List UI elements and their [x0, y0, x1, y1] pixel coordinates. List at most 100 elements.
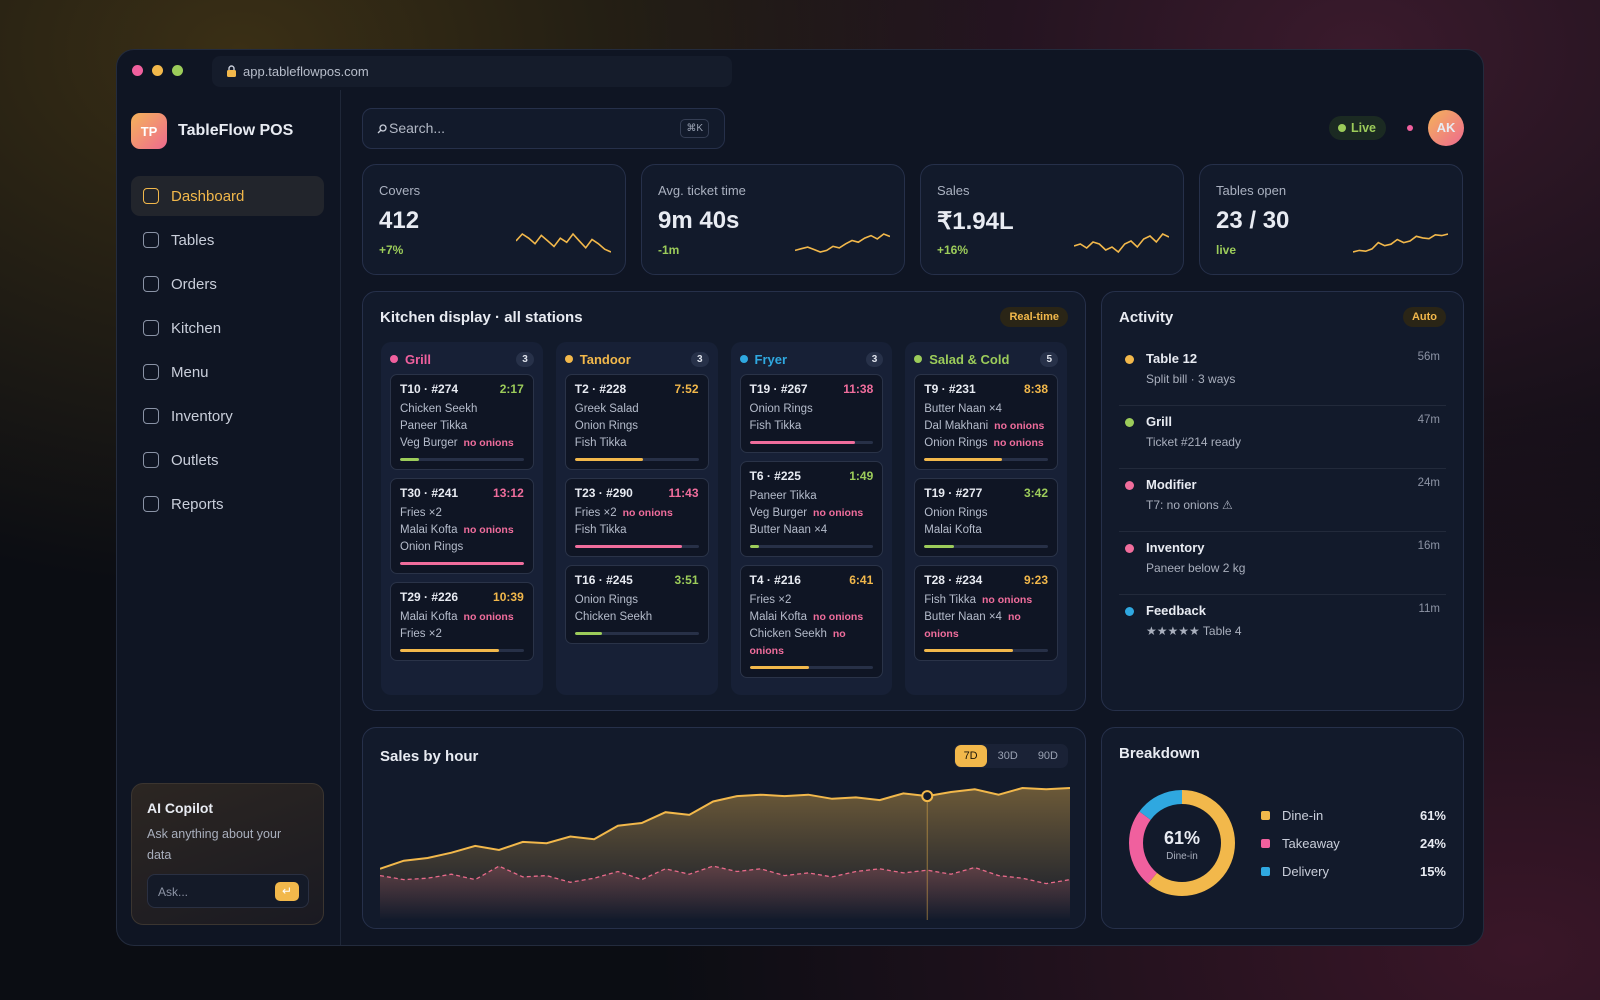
kitchen-title: Kitchen display · all stations: [380, 309, 583, 326]
ticket-header: T16 · #245 3:51: [575, 573, 699, 587]
sales-area: [380, 866, 1070, 920]
item-name: Malai Kofta: [400, 611, 458, 623]
nav-item[interactable]: Kitchen: [131, 308, 324, 348]
ticket-id: T2 · #228: [574, 382, 627, 396]
ticket-header: T10 · #274 2:17: [400, 382, 524, 396]
ticket[interactable]: T6 · #225 1:49 Paneer Tikka Veg Burger no on…: [739, 461, 884, 557]
ticket-item: Paneer Tikka: [400, 418, 524, 435]
ticket-item: Onion Rings: [924, 505, 1048, 522]
nav-item[interactable]: Dashboard: [131, 176, 324, 216]
ticket-id: T4 · #216: [749, 573, 801, 587]
ticket[interactable]: T10 · #274 2:17 Chicken Seekh Paneer Tikka V…: [390, 374, 534, 470]
item-name: Fries ×2: [749, 594, 792, 606]
ticket-item: Malai Kofta no onions: [400, 609, 524, 626]
range-button[interactable]: 30D: [997, 750, 1018, 762]
window-zoom[interactable]: [172, 65, 183, 76]
copilot-send[interactable]: ↵: [275, 882, 299, 901]
progress-track: [574, 545, 699, 548]
ticket[interactable]: T4 · #216 6:41 Fries ×2 Malai Kofta no onion…: [739, 565, 884, 678]
nav-item[interactable]: Menu: [131, 352, 324, 392]
ticket-item: Onion Rings: [575, 592, 699, 609]
nav-item[interactable]: Tables: [131, 220, 324, 260]
activity-dot: [1125, 544, 1134, 553]
sparkline: [1353, 233, 1448, 253]
item-name: Onion Rings: [574, 594, 639, 606]
activity-dot: [1125, 607, 1134, 616]
logo: TP: [131, 113, 167, 149]
progress-track: [400, 562, 524, 565]
copilot-input[interactable]: Ask... ↵: [147, 874, 309, 908]
sales-panel: Sales by hour 7D 30D 90D: [362, 727, 1086, 929]
legend-value: 15%: [1419, 864, 1446, 879]
ticket-item: Dal Makhani no onions: [924, 418, 1048, 435]
legend-name: Takeaway: [1282, 836, 1340, 851]
sales-title: Sales by hour: [380, 748, 479, 765]
station-name: Grill: [405, 351, 432, 367]
ticket-id: T29 · #226: [400, 590, 459, 604]
ticket-item: Fries ×2 no onions: [575, 505, 699, 522]
station-dot: [914, 355, 923, 363]
activity-time: 24m: [1417, 477, 1440, 489]
activity-dot: [1125, 355, 1134, 364]
ticket[interactable]: T16 · #245 3:51 Onion Rings Chicken Seekh: [564, 565, 709, 644]
ticket[interactable]: T28 · #234 9:23 Fish Tikka no onions Butter …: [914, 565, 1058, 661]
item-name: Veg Burger: [749, 507, 808, 519]
sales-line: [380, 865, 1070, 885]
ticket[interactable]: T30 · #241 13:12 Fries ×2 Malai Kofta no oni…: [390, 478, 534, 574]
activity-time: 16m: [1417, 540, 1440, 552]
donut-segment: [1129, 790, 1235, 896]
search-icon-ring: [379, 124, 387, 132]
range-button[interactable]: 90D: [1037, 750, 1058, 762]
station-count: 5: [1040, 351, 1058, 367]
station-dot: [390, 355, 398, 363]
ticket[interactable]: T23 · #290 11:43 Fries ×2 no onions Fish Tik…: [564, 478, 709, 557]
item-name: Onion Rings: [574, 420, 639, 432]
kpi-value: 412: [379, 207, 420, 234]
nav-item[interactable]: Reports: [131, 484, 324, 524]
activity-item: Inventory Paneer below 2 kg 16m: [1119, 533, 1446, 595]
ticket[interactable]: T19 · #267 11:38 Onion Rings Fish Tikka: [739, 374, 884, 453]
nav-item[interactable]: Orders: [131, 264, 324, 304]
ticket-item: Fish Tikka: [575, 522, 699, 539]
nav-label: Reports: [171, 495, 224, 513]
item-name: Onion Rings: [400, 541, 464, 553]
item-name: Onion Rings: [749, 403, 813, 415]
nav-label: Outlets: [171, 451, 219, 469]
ticket[interactable]: T2 · #228 7:52 Greek Salad Onion Rings Fish …: [564, 374, 709, 470]
station-count: 3: [865, 351, 884, 367]
activity-text: ★★★★★ Table 4: [1146, 624, 1242, 638]
avatar[interactable]: AK: [1428, 110, 1464, 146]
ticket[interactable]: T9 · #231 8:38 Butter Naan ×4 Dal Makhani no…: [914, 374, 1058, 470]
ticket[interactable]: T29 · #226 10:39 Malai Kofta no onions Fries…: [390, 582, 534, 661]
url-bar[interactable]: app.tableflowpos.com: [212, 56, 732, 87]
window-minimize[interactable]: [152, 65, 163, 76]
legend-name: Dine-in: [1282, 808, 1324, 823]
activity-title: Inventory: [1146, 540, 1205, 555]
ticket-item: Butter Naan ×4 no onions: [924, 609, 1048, 643]
sparkline-line: [516, 232, 611, 253]
ticket-header: T6 · #225 1:49: [750, 469, 874, 483]
item-name: Onion Rings: [924, 507, 988, 519]
range-button[interactable]: 7D: [954, 745, 987, 767]
station-column: Grill 3 T10 · #274 2:17 Chicken Seekh Paneer …: [381, 342, 543, 695]
ticket-header: T30 · #241 13:12: [400, 486, 524, 500]
ticket-id: T6 · #225: [749, 469, 801, 483]
ticket[interactable]: T19 · #277 3:42 Onion Rings Malai Kofta: [914, 478, 1058, 557]
nav-item[interactable]: Inventory: [131, 396, 324, 436]
activity-time: 56m: [1417, 351, 1440, 363]
kitchen-badge: Real-time: [1000, 307, 1068, 327]
nav-icon: [143, 496, 159, 512]
ticket-header: T19 · #277 3:42: [924, 486, 1048, 500]
window-close[interactable]: [132, 65, 143, 76]
kpi-label: Sales: [937, 183, 970, 198]
nav-icon: [143, 188, 159, 204]
nav-item[interactable]: Outlets: [131, 440, 324, 480]
activity-item: Feedback ★★★★★ Table 4 11m: [1119, 596, 1446, 658]
ticket-item: Chicken Seekh: [575, 609, 699, 626]
ticket-header: T9 · #231 8:38: [924, 382, 1048, 396]
kpi-card: Covers 412 +7%: [362, 164, 626, 275]
sparkline: [1074, 233, 1169, 254]
search-box[interactable]: Search... ⌘K: [362, 108, 725, 149]
station-count: 3: [516, 351, 534, 367]
station-column: Salad & Cold 5 T9 · #231 8:38 Butter Naan ×4…: [905, 342, 1067, 695]
